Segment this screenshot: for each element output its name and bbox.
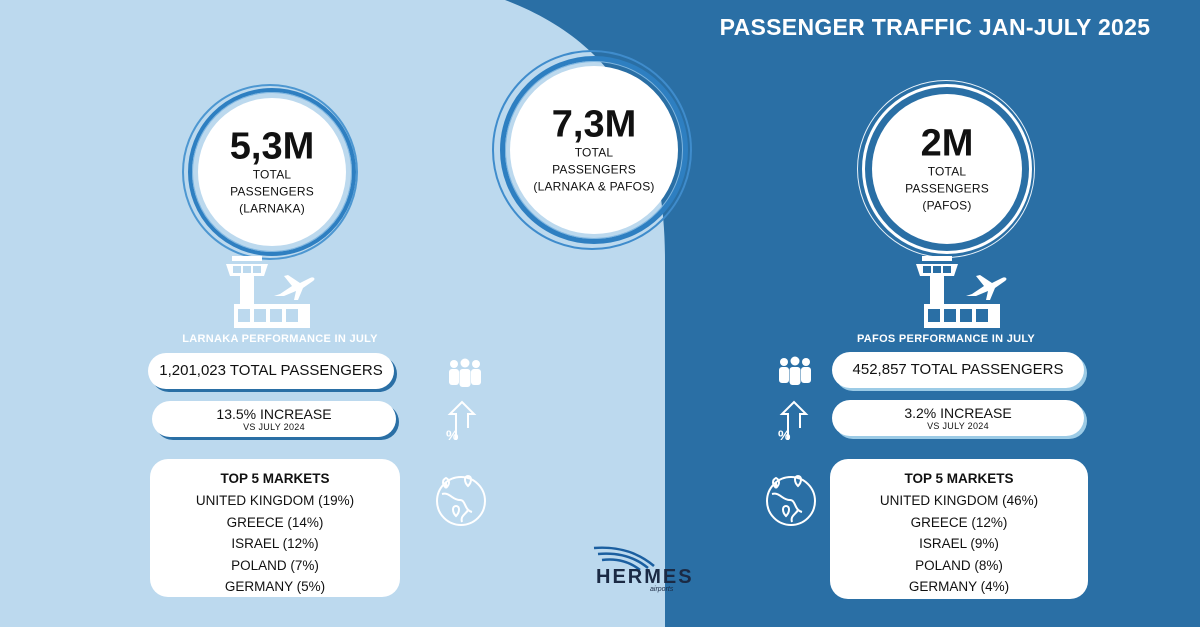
pafos-increase-sub: VS JULY 2024 bbox=[927, 421, 989, 431]
list-item: GERMANY (4%) bbox=[908, 579, 1010, 594]
airplane-icon bbox=[966, 275, 1007, 300]
combined-total-value: 7,3M bbox=[551, 103, 637, 146]
pafos-performance-label: PAFOS PERFORMANCE IN JULY bbox=[856, 333, 1036, 345]
list-item: GERMANY (5%) bbox=[224, 579, 326, 594]
list-item: UNITED KINGDOM (46%) bbox=[879, 493, 1039, 508]
larnaka-total-label-3: (LARNAKA) bbox=[239, 201, 305, 216]
list-item: ISRAEL (12%) bbox=[231, 536, 319, 551]
list-item: GREECE (12%) bbox=[910, 514, 1008, 530]
hermes-logo: HERMES airports bbox=[590, 544, 692, 599]
logo-word: HERMES bbox=[596, 566, 694, 588]
list-item: ISRAEL (9%) bbox=[919, 536, 999, 551]
pafos-total-circle: 2M TOTAL PASSENGERS (PAFOS) bbox=[857, 80, 1035, 258]
larnaka-total-value: 5,3M bbox=[229, 125, 315, 168]
percent-up-icon: % bbox=[778, 400, 809, 442]
pafos-increase-value: 3.2% INCREASE bbox=[904, 405, 1012, 421]
larnaka-increase-pill: 13.5% INCREASE VS JULY 2024 bbox=[152, 401, 396, 437]
larnaka-total-label-1: TOTAL bbox=[252, 167, 292, 182]
people-icon bbox=[449, 358, 481, 387]
combined-total-label-3: (LARNAKA & PAFOS) bbox=[533, 179, 655, 194]
globe-icon bbox=[436, 475, 486, 526]
larnaka-performance-label: LARNAKA PERFORMANCE IN JULY bbox=[182, 333, 378, 345]
pafos-total-label-1: TOTAL bbox=[927, 164, 967, 179]
combined-total-label-2: PASSENGERS bbox=[552, 162, 636, 177]
percent-up-icon: % bbox=[446, 400, 477, 442]
pafos-total-label-3: (PAFOS) bbox=[922, 198, 972, 213]
pafos-passengers-pill: 452,857 TOTAL PASSENGERS bbox=[832, 352, 1084, 388]
pafos-passengers-value: 452,857 TOTAL PASSENGERS bbox=[852, 361, 1064, 378]
larnaka-markets-card: TOP 5 MARKETS UNITED KINGDOM (19%) GREEC… bbox=[150, 459, 400, 597]
pafos-markets-card: TOP 5 MARKETS UNITED KINGDOM (46%) GREEC… bbox=[830, 459, 1088, 599]
larnaka-increase-value: 13.5% INCREASE bbox=[216, 406, 332, 422]
svg-text:%: % bbox=[446, 427, 459, 442]
combined-total-circle: 7,3M TOTAL PASSENGERS (LARNAKA & PAFOS) bbox=[492, 50, 692, 250]
airplane-icon bbox=[274, 275, 315, 300]
pafos-increase-pill: 3.2% INCREASE VS JULY 2024 bbox=[832, 400, 1084, 436]
logo-sub: airports bbox=[650, 586, 674, 593]
airport-tower-icon bbox=[916, 256, 1000, 328]
globe-icon bbox=[766, 475, 816, 526]
pafos-total-label-2: PASSENGERS bbox=[905, 181, 989, 196]
list-item: POLAND (8%) bbox=[915, 557, 1003, 573]
list-item: GREECE (14%) bbox=[226, 514, 324, 530]
svg-text:%: % bbox=[778, 427, 791, 442]
list-item: UNITED KINGDOM (19%) bbox=[195, 493, 355, 508]
logo-swoosh-icon bbox=[593, 546, 655, 571]
combined-total-label-1: TOTAL bbox=[574, 145, 614, 160]
pafos-markets-title: TOP 5 MARKETS bbox=[904, 471, 1014, 486]
larnaka-passengers-value: 1,201,023 TOTAL PASSENGERS bbox=[159, 362, 383, 379]
larnaka-total-label-2: PASSENGERS bbox=[230, 184, 314, 199]
list-item: POLAND (7%) bbox=[231, 557, 319, 573]
larnaka-passengers-pill: 1,201,023 TOTAL PASSENGERS bbox=[148, 353, 394, 389]
page-title: PASSENGER TRAFFIC JAN-JULY 2025 bbox=[719, 14, 1151, 40]
larnaka-markets-title: TOP 5 MARKETS bbox=[220, 471, 330, 486]
pafos-total-value: 2M bbox=[920, 122, 974, 165]
larnaka-total-circle: 5,3M TOTAL PASSENGERS (LARNAKA) bbox=[182, 84, 358, 260]
people-icon bbox=[779, 356, 811, 385]
airport-tower-icon bbox=[226, 256, 310, 328]
larnaka-increase-sub: VS JULY 2024 bbox=[243, 422, 305, 432]
